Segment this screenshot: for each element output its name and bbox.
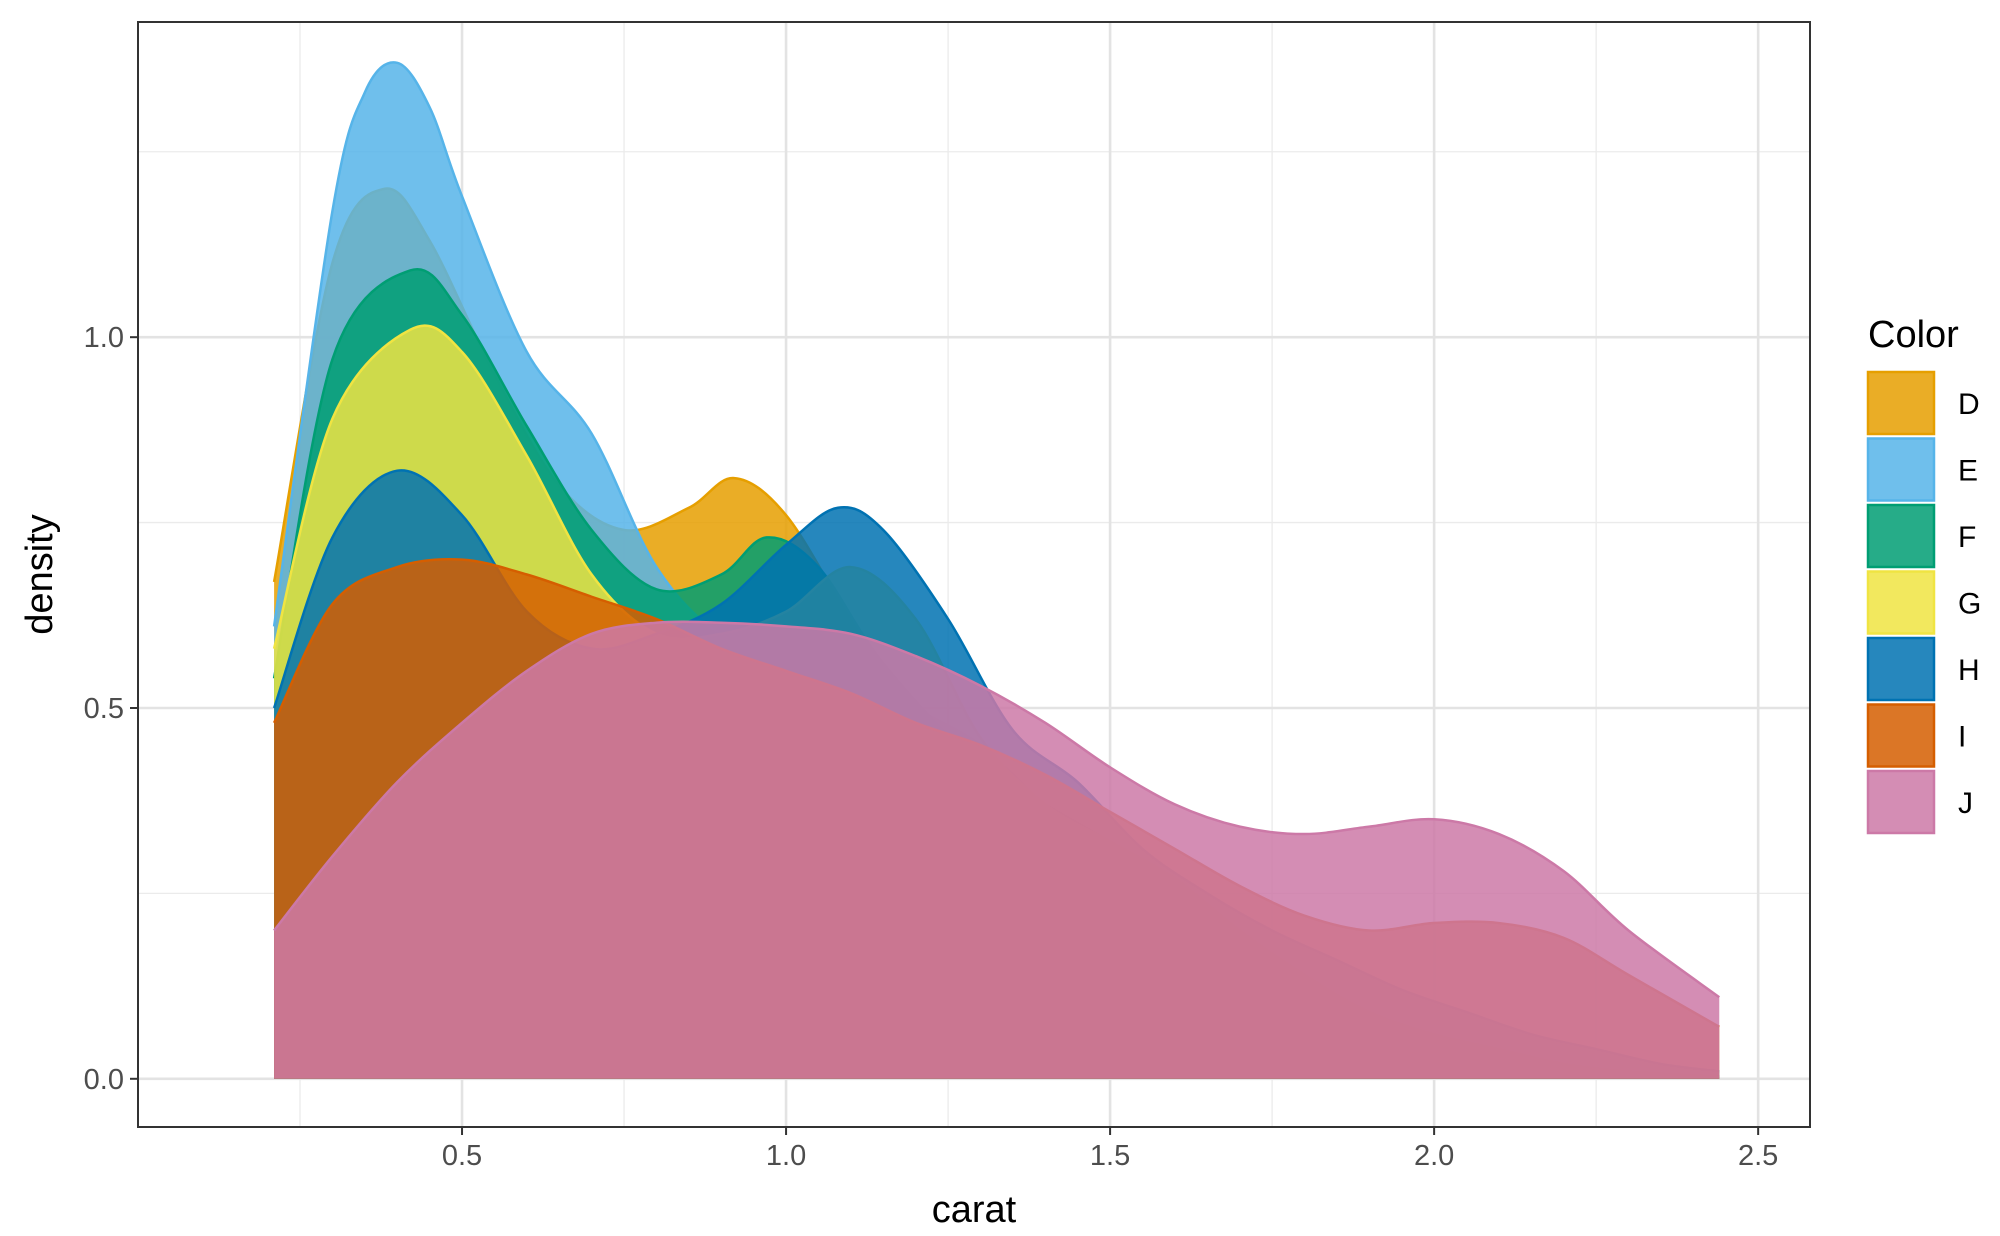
legend-label-E: E [1958,455,1978,488]
legend-title: Color [1868,314,1959,356]
x-tick-label: 1.5 [1090,1140,1130,1172]
area-layer [272,61,1721,1079]
panel-border [137,21,1811,1128]
legend-label-F: F [1958,521,1976,554]
y-axis-title: density [19,514,61,634]
legend-key-I [1866,703,1936,768]
x-tick-label: 0.5 [442,1140,482,1172]
y-tick-label: 1.0 [84,322,124,354]
legend-key-J [1866,769,1936,835]
legend-key-F [1866,503,1936,569]
x-tick-label: 2.0 [1414,1140,1454,1172]
legend-key-E [1866,437,1936,502]
legend-label-H: H [1958,654,1980,687]
legend-key-G [1866,570,1936,635]
y-tick-label: 0.5 [84,693,124,725]
axis-layer: 0.5 1.0 1.5 2.0 2.5 0.0 0.5 1.0 [84,322,1779,1172]
y-tick-label: 0.0 [84,1064,124,1096]
legend-label-J: J [1958,787,1973,820]
density-line-J [273,620,1721,999]
legend-key-D [1866,370,1936,436]
legend-label-G: G [1958,588,1981,621]
legend-label-D: D [1958,388,1980,421]
x-axis-title: carat [932,1189,1017,1231]
density-area-J [274,621,1720,1079]
x-tick-label: 2.5 [1738,1140,1778,1172]
legend: Color D EF GH IJ [1866,314,1981,835]
legend-key-H [1866,636,1936,702]
x-tick-label: 1.0 [766,1140,806,1172]
legend-label-I: I [1958,721,1966,754]
